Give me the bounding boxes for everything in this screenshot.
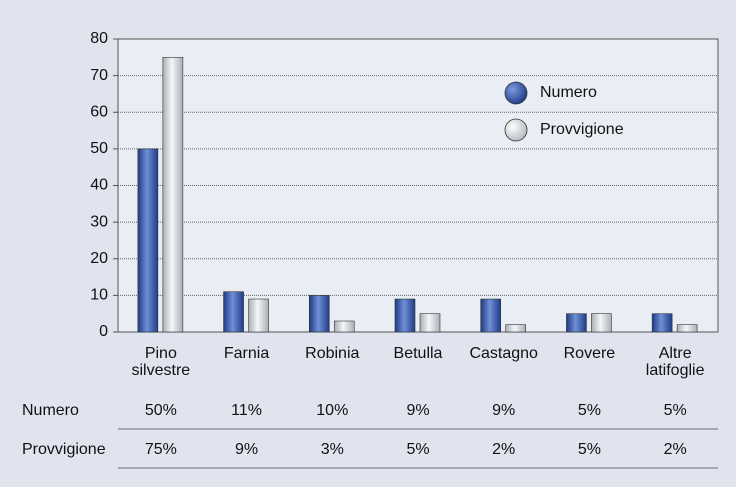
x-tick-label: Rovere bbox=[563, 345, 616, 362]
legend-swatch bbox=[504, 118, 528, 142]
y-tick-label: 30 bbox=[90, 213, 108, 230]
x-tick-label: Castagno bbox=[469, 345, 538, 362]
bar bbox=[223, 291, 244, 333]
x-tick-label: Pino silvestre bbox=[131, 345, 191, 379]
y-tick-label: 0 bbox=[99, 323, 108, 340]
bar bbox=[137, 148, 159, 333]
table-cell: 50% bbox=[145, 402, 177, 419]
table-cell: 75% bbox=[145, 441, 177, 458]
y-tick-label: 50 bbox=[90, 140, 108, 157]
x-tick-label: Altre latifoglie bbox=[645, 345, 705, 379]
y-tick-label: 60 bbox=[90, 103, 108, 120]
bar bbox=[676, 324, 698, 333]
table-cell: 2% bbox=[664, 441, 687, 458]
bar bbox=[566, 313, 587, 333]
bar bbox=[651, 313, 673, 333]
table-row-label: Provvigione bbox=[22, 441, 106, 458]
table-cell: 9% bbox=[406, 402, 429, 419]
x-tick-label: Robinia bbox=[305, 345, 360, 362]
table-row-label: Numero bbox=[22, 402, 79, 419]
bar bbox=[394, 298, 416, 333]
table-cell: 3% bbox=[321, 441, 344, 458]
table-cell: 2% bbox=[492, 441, 515, 458]
y-tick-label: 40 bbox=[90, 177, 108, 194]
x-tick-label: Farnia bbox=[223, 345, 270, 362]
bar bbox=[248, 298, 269, 333]
x-tick-label: Betulla bbox=[393, 345, 443, 362]
bar bbox=[480, 298, 502, 333]
bar bbox=[419, 313, 441, 333]
bar bbox=[333, 320, 355, 333]
y-tick-label: 70 bbox=[90, 67, 108, 84]
legend-label: Numero bbox=[540, 84, 597, 101]
bar bbox=[591, 313, 612, 333]
table-cell: 11% bbox=[231, 402, 262, 419]
bar bbox=[162, 57, 184, 333]
table-cell: 5% bbox=[664, 402, 687, 419]
y-tick-label: 80 bbox=[90, 30, 108, 47]
legend-swatch bbox=[504, 81, 528, 105]
table-cell: 5% bbox=[406, 441, 429, 458]
table-cell: 10% bbox=[316, 402, 348, 419]
table-cell: 5% bbox=[578, 402, 601, 419]
y-tick-label: 10 bbox=[90, 287, 108, 304]
y-tick-label: 20 bbox=[90, 250, 108, 267]
bar bbox=[308, 295, 330, 333]
table-cell: 5% bbox=[578, 441, 601, 458]
table-cell: 9% bbox=[492, 402, 515, 419]
bar bbox=[505, 324, 527, 333]
table-cell: 9% bbox=[235, 441, 258, 458]
legend-label: Provvigione bbox=[540, 121, 624, 138]
